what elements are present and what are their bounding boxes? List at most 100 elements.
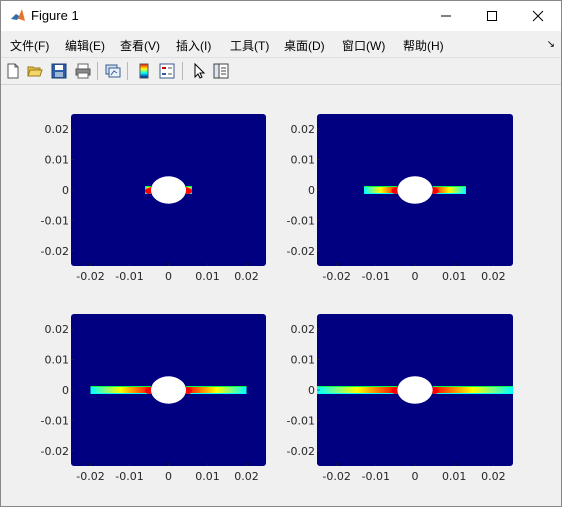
close-button[interactable] (515, 1, 561, 31)
x-tick-label: 0 (165, 470, 172, 483)
y-tick-label: -0.02 (287, 245, 315, 258)
heatmap-band-edge (432, 193, 466, 194)
property-inspector-icon[interactable] (212, 62, 230, 80)
minimize-button[interactable] (423, 1, 469, 31)
menu-view[interactable]: 查看(V) (120, 39, 160, 53)
menu-bar: 文件(F) 编辑(E) 查看(V) 插入(I) 工具(T) 桌面(D) 窗口(W… (1, 32, 561, 56)
toolbar (1, 57, 561, 85)
y-tick-label: -0.02 (41, 245, 69, 258)
insert-legend-icon[interactable] (158, 62, 176, 80)
central-hole (397, 376, 433, 404)
menu-edit[interactable]: 编辑(E) (65, 39, 105, 53)
x-tick-label: 0 (412, 470, 419, 483)
x-tick-label: -0.01 (115, 270, 143, 283)
menu-window[interactable]: 窗口(W) (342, 39, 386, 53)
y-tick-label: 0 (62, 184, 69, 197)
dock-arrow-icon[interactable]: ↘ (546, 39, 555, 50)
new-figure-icon[interactable] (4, 62, 22, 80)
close-icon (532, 10, 544, 22)
window-title: Figure 1 (31, 8, 79, 23)
x-tick-label: 0 (165, 270, 172, 283)
title-bar[interactable]: Figure 1 (1, 1, 561, 31)
y-tick-label: 0.02 (45, 323, 70, 336)
maximize-button[interactable] (469, 1, 515, 31)
subplot-4[interactable]: -0.02 -0.01 0 0.01 0.02 0.02 0.01 0 -0.01 -0.02 (287, 314, 513, 483)
x-tick-label: 0.02 (234, 470, 259, 483)
heatmap-band-right (186, 387, 247, 393)
heatmap-band-edge (186, 186, 192, 187)
y-tick-label: -0.01 (287, 414, 315, 427)
y-tick-label: 0 (62, 384, 69, 397)
menu-file[interactable]: 文件(F) (10, 39, 50, 53)
heatmap-band-right (432, 387, 513, 393)
menu-insert[interactable]: 插入(I) (176, 39, 212, 53)
subplot-2[interactable]: -0.02 -0.01 0 0.01 0.02 0.02 0.01 0 -0.01 -0.02 (287, 114, 513, 283)
heatmap-band-right (432, 187, 466, 193)
menu-tools[interactable]: 工具(T) (230, 39, 270, 53)
menu-desktop[interactable]: 桌面(D) (284, 39, 325, 53)
y-tick-label: 0.01 (45, 154, 70, 167)
x-tick-label: -0.01 (115, 470, 143, 483)
y-tick-label: 0.01 (291, 154, 316, 167)
y-tick-label: 0 (308, 384, 315, 397)
x-tick-label: -0.02 (76, 270, 104, 283)
x-tick-label: -0.01 (362, 470, 390, 483)
y-tick-label: 0.02 (291, 123, 316, 136)
y-tick-label: 0.01 (45, 354, 70, 367)
heatmap-hotspot (184, 188, 193, 194)
heatmap-hotspot (144, 188, 153, 194)
y-tick-label: -0.01 (287, 214, 315, 227)
heatmap-hotspot (184, 388, 193, 394)
maximize-icon (487, 11, 497, 21)
heatmap-band-edge (432, 386, 513, 387)
link-plot-icon[interactable] (104, 62, 122, 80)
y-tick-label: 0 (308, 184, 315, 197)
heatmap-band-edge (364, 186, 398, 187)
subplot-3[interactable]: -0.02 -0.01 0 0.01 0.02 0.02 0.01 0 -0.01 -0.02 (41, 314, 266, 483)
save-icon[interactable] (50, 62, 68, 80)
y-tick-label: -0.01 (41, 414, 69, 427)
heatmap-band-left (90, 387, 151, 393)
x-tick-label: -0.02 (76, 470, 104, 483)
subplot-1[interactable]: -0.02 -0.01 0 0.01 0.02 0.02 0.01 0 -0.01 -0.02 (41, 114, 266, 283)
toolbar-separator (97, 62, 98, 80)
open-file-icon[interactable] (26, 62, 44, 80)
x-tick-label: -0.02 (322, 270, 350, 283)
x-tick-label: 0.01 (442, 470, 467, 483)
toolbar-separator (127, 62, 128, 80)
x-tick-label: 0.02 (481, 470, 506, 483)
y-tick-label: 0.02 (45, 123, 70, 136)
edit-plot-arrow-icon[interactable] (190, 62, 208, 80)
insert-colorbar-icon[interactable] (135, 62, 153, 80)
heatmap-band-edge (90, 386, 151, 387)
heatmap-band-edge (186, 393, 247, 394)
menu-help[interactable]: 帮助(H) (403, 39, 444, 53)
heatmap-hotspot (430, 188, 439, 194)
y-tick-label: 0.01 (291, 354, 316, 367)
heatmap-hotspot (391, 188, 400, 194)
minimize-icon (441, 15, 451, 17)
x-tick-label: 0.01 (195, 470, 220, 483)
central-hole (150, 176, 187, 204)
print-icon[interactable] (74, 62, 92, 80)
y-tick-label: -0.02 (41, 445, 69, 458)
heatmap-hotspot (391, 388, 400, 394)
x-tick-label: 0.02 (481, 270, 506, 283)
central-hole (397, 176, 433, 204)
heatmap-band-edge (364, 193, 398, 194)
y-tick-label: -0.02 (287, 445, 315, 458)
x-tick-label: 0 (412, 270, 419, 283)
heatmap-band-edge (145, 186, 151, 187)
heatmap-band-edge (317, 393, 398, 394)
heatmap-band-edge (432, 393, 513, 394)
heatmap-hotspot (430, 388, 439, 394)
figure-canvas: -0.02 -0.01 0 0.01 0.02 0.02 0.01 0 -0.01 -0.02 -0… (1, 85, 561, 506)
heatmap-band-edge (432, 186, 466, 187)
heatmap-band-left (317, 387, 398, 393)
heatmap-band-edge (90, 393, 151, 394)
heatmap-band-left (364, 187, 398, 193)
central-hole (150, 376, 187, 404)
x-tick-label: 0.02 (234, 270, 259, 283)
x-tick-label: 0.01 (195, 270, 220, 283)
matlab-logo-icon (11, 9, 25, 21)
